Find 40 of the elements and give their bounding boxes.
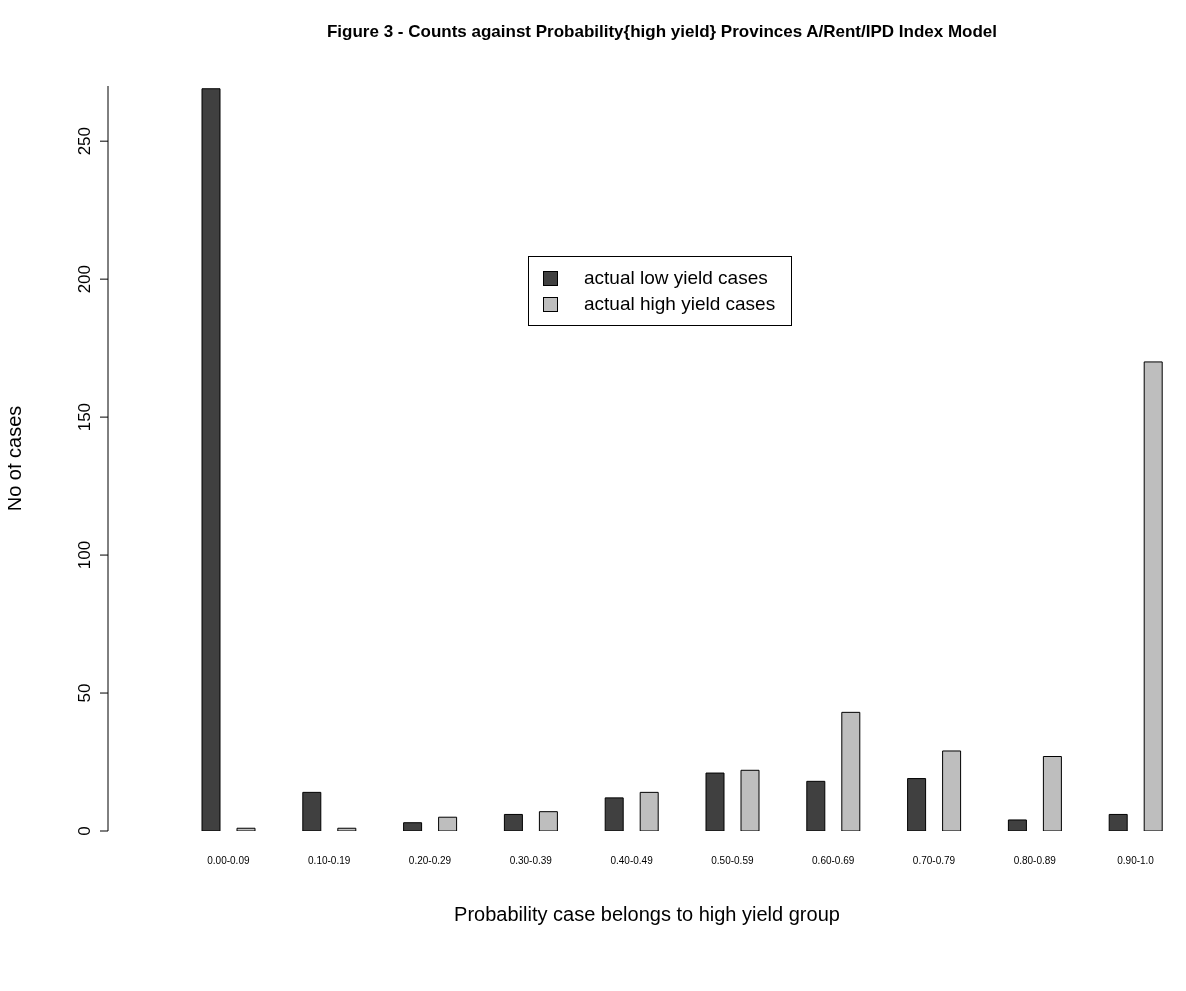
bar [1108, 813, 1128, 831]
y-tick-label: 200 [75, 264, 94, 294]
x-tick-label: 0.20-0.29 [408, 855, 452, 867]
y-tick-label: 0 [75, 826, 94, 836]
x-tick-label: 0.10-0.19 [308, 855, 351, 867]
x-tick-label: 0.40-0.49 [610, 855, 654, 867]
y-tick-label: 50 [75, 683, 94, 703]
x-tick-label: 0.30-0.39 [509, 855, 553, 867]
bar [740, 769, 760, 831]
bar [337, 827, 357, 831]
bar [942, 750, 962, 831]
bar [639, 791, 659, 831]
bar [1007, 819, 1027, 831]
legend-label: actual high yield cases [584, 292, 776, 316]
bar [1042, 756, 1062, 831]
chart-title: Figure 3 - Counts against Probability{high yield} Provinces A/Rent/IPD Index Model [326, 21, 998, 43]
bar [907, 778, 927, 831]
y-tick-label: 100 [75, 540, 94, 570]
x-tick-label: 0.90-1.0 [1117, 855, 1155, 867]
x-tick-label: 0.60-0.69 [812, 855, 855, 867]
x-axis-title: Probability case belongs to high yield group [454, 903, 840, 925]
y-tick-label: 150 [75, 402, 94, 432]
y-tick-label: 250 [75, 127, 94, 156]
bar [806, 780, 826, 831]
bar [604, 797, 624, 831]
bar [236, 827, 256, 831]
bar [705, 772, 725, 831]
legend-label: actual low yield cases [584, 266, 768, 290]
bar [1143, 361, 1163, 831]
bar [538, 811, 558, 831]
x-tick-label: 0.70-0.79 [912, 855, 956, 867]
bar [403, 822, 423, 831]
bar [438, 816, 458, 831]
x-tick-label: 0.50-0.59 [711, 855, 754, 867]
bar [503, 813, 523, 831]
bar [201, 88, 221, 831]
bar [841, 711, 861, 831]
x-tick-label: 0.80-0.89 [1013, 855, 1057, 867]
x-tick-label: 0.00-0.09 [207, 855, 250, 867]
bar [302, 791, 322, 831]
